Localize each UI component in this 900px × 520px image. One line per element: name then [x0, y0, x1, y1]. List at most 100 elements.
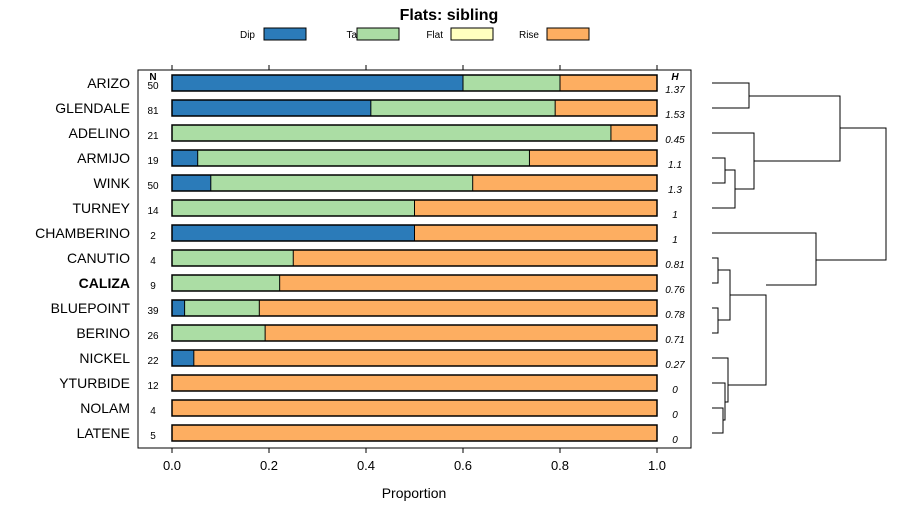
bar-segment-rise: [172, 425, 657, 441]
row-turney: TURNEY 14 1: [72, 199, 678, 221]
plot-frame: [137, 69, 692, 449]
row-label: ARMIJO: [77, 150, 130, 166]
n-value: 4: [150, 256, 156, 267]
row-label: LATENE: [77, 425, 130, 441]
dendro-nolam-latene: [712, 407, 724, 434]
row-label: CANUTIO: [67, 250, 130, 266]
h-value: 0.71: [665, 335, 684, 346]
bar-segment-talf: [370, 100, 556, 116]
h-value: 0.81: [665, 260, 684, 271]
row-nolam: NOLAM 4 0: [80, 399, 678, 421]
row-latene: LATENE 5 0: [77, 424, 678, 446]
bar-segment-rise: [610, 125, 657, 141]
bar-outline: [171, 349, 658, 367]
n-value: 81: [147, 106, 159, 117]
chart-title: Flats: sibling: [400, 7, 499, 24]
bar-outline: [171, 99, 658, 117]
dendro-wink-turney: [712, 169, 736, 209]
bar-outline: [171, 149, 658, 167]
bar-segment-talf: [172, 325, 266, 341]
row-label: ARIZO: [87, 75, 130, 91]
row-label: ADELINO: [69, 125, 131, 141]
x-tick-label: 0.0: [163, 458, 181, 473]
bar-segment-talf: [172, 250, 294, 266]
legend-label-dip: Dip: [240, 30, 255, 41]
n-value: 5: [150, 431, 156, 442]
bar-outline: [171, 199, 658, 217]
row-label: BLUEPOINT: [51, 300, 131, 316]
n-value: 2: [150, 231, 156, 242]
dendro-bluepoint-berino: [712, 307, 719, 334]
bar-segment-rise: [293, 250, 657, 266]
bar-segment-dip: [172, 300, 185, 316]
dendro-arizo-glendale: [712, 82, 750, 109]
n-value: 39: [147, 306, 159, 317]
x-tick-label: 0.8: [551, 458, 569, 473]
n-value: 14: [147, 206, 159, 217]
bar-segment-talf: [463, 75, 560, 91]
n-value: 21: [147, 131, 159, 142]
h-value: 0: [672, 385, 678, 396]
legend-label-talf: Talf: [346, 30, 362, 41]
row-nickel: NICKEL 22 0.27: [79, 349, 685, 371]
n-value: 12: [147, 381, 159, 392]
bar-outline: [171, 324, 658, 342]
bar-segment-rise: [265, 325, 657, 341]
row-label: NOLAM: [80, 400, 130, 416]
bar-segment-dip: [172, 225, 415, 241]
row-label: GLENDALE: [55, 100, 130, 116]
x-tick-label: 0.2: [260, 458, 278, 473]
bar-outline: [171, 299, 658, 317]
h-value: 1: [672, 210, 678, 221]
h-header: H: [671, 72, 679, 83]
dendro-root: [816, 127, 887, 261]
bar-segment-rise: [529, 150, 657, 166]
bar-outline: [171, 174, 658, 192]
dendro-adelino: [712, 132, 755, 190]
legend-swatch-dip: [263, 27, 307, 41]
row-label: WINK: [93, 175, 130, 191]
bar-outline: [171, 74, 658, 92]
bar-segment-dip: [172, 150, 198, 166]
bar-segment-talf: [172, 275, 280, 291]
row-wink: WINK 50 1.3: [93, 174, 682, 196]
bar-segment-dip: [172, 100, 371, 116]
n-header: N: [149, 72, 156, 83]
bar-segment-rise: [414, 225, 657, 241]
bar-segment-talf: [172, 125, 611, 141]
bar-segment-rise: [193, 350, 657, 366]
bar-segment-rise: [555, 100, 657, 116]
x-tick-label: 0.6: [454, 458, 472, 473]
h-value: 1.53: [665, 110, 685, 121]
row-bluepoint: BLUEPOINT 39 0.78: [51, 299, 685, 321]
row-label: BERINO: [76, 325, 130, 341]
n-value: 26: [147, 331, 159, 342]
n-value: 4: [150, 406, 156, 417]
row-canutio: CANUTIO 4 0.81: [67, 249, 685, 271]
dendro-cluster-a: [749, 95, 841, 162]
h-value: 0.45: [665, 135, 685, 146]
legend: Dip Talf Flat Rise: [240, 27, 590, 41]
row-label: CALIZA: [79, 275, 130, 291]
bar-segment-talf: [184, 300, 260, 316]
row-armijo: ARMIJO 19 1.1: [77, 149, 682, 171]
legend-swatch-flat: [450, 27, 494, 41]
dendro-armijo-wink: [712, 157, 726, 184]
n-value: 50: [147, 181, 159, 192]
h-value: 0: [672, 410, 678, 421]
bar-segment-dip: [172, 175, 211, 191]
h-value: 1: [672, 235, 678, 246]
bar-segment-dip: [172, 350, 194, 366]
legend-label-flat: Flat: [426, 30, 443, 41]
bar-segment-talf: [172, 200, 415, 216]
bar-segment-rise: [259, 300, 657, 316]
n-value: 19: [147, 156, 159, 167]
bar-outline: [171, 224, 658, 242]
n-value: 22: [147, 356, 159, 367]
bar-segment-rise: [172, 375, 657, 391]
row-adelino: ADELINO 21 0.45: [69, 124, 685, 146]
dendro-cluster-b-inner: [728, 294, 767, 386]
bar-outline: [171, 274, 658, 292]
legend-swatch-rise: [546, 27, 590, 41]
row-label: NICKEL: [79, 350, 130, 366]
